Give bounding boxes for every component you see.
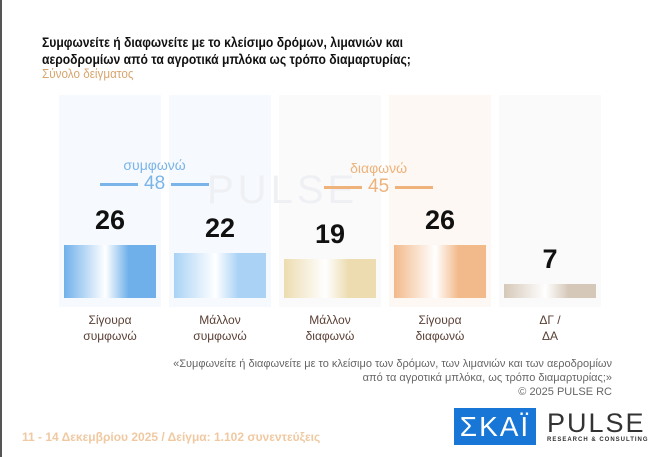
bar-0 <box>64 244 156 298</box>
bar-4 <box>504 283 596 298</box>
category-label: Σίγουρα συμφωνώ <box>83 313 137 343</box>
chart-subtitle: Σύνολο δείγματος <box>42 66 134 81</box>
category-label: Μάλλον διαφωνώ <box>305 313 355 343</box>
bar-3 <box>394 244 486 298</box>
copyright: © 2025 PULSE RC <box>518 386 612 398</box>
agree-label: συμφωνώ <box>123 157 186 173</box>
category-label: Σίγουρα διαφωνώ <box>415 313 465 343</box>
data-label: 7 <box>542 243 558 274</box>
footer-date-sample: 11 - 14 Δεκεμβρίου 2025 / Δείγμα: 1.102 … <box>22 430 321 444</box>
data-label: 26 <box>94 204 126 235</box>
disagree-group-summary: διαφωνώ 45 <box>324 160 434 198</box>
category-label: Μάλλον συμφωνώ <box>193 313 247 343</box>
data-label: 19 <box>314 219 346 250</box>
category-label: ΔΓ / ΔΑ <box>539 313 561 343</box>
column-background <box>499 95 601 307</box>
bar-2 <box>284 259 376 298</box>
title-line: Συμφωνείτε ή διαφωνείτε με το κλείσιμο δ… <box>42 35 403 50</box>
disagree-label: διαφωνώ <box>350 160 408 176</box>
chart-title: Συμφωνείτε ή διαφωνείτε με το κλείσιμο δ… <box>42 34 411 68</box>
quote-line: «Συμφωνείτε ή διαφωνείτε με το κλείσιμο … <box>173 358 612 370</box>
question-quote: «Συμφωνείτε ή διαφωνείτε με το κλείσιμο … <box>173 357 612 399</box>
data-label: 26 <box>424 204 456 235</box>
quote-line: από τα αγροτικά μπλόκα, ως τρόπο διαμαρτ… <box>362 372 612 384</box>
agree-total: 48 <box>144 173 166 194</box>
pulse-logo: PULSE RESEARCH & CONSULTING <box>547 408 649 443</box>
agree-group-summary: συμφωνώ 48 <box>100 157 210 195</box>
disagree-total: 45 <box>368 176 390 197</box>
skai-logo: ΣΚΑΪ <box>454 408 536 445</box>
title-line: αεροδρομίων από τα αγροτικά μπλόκα ως τρ… <box>42 52 411 67</box>
data-label: 22 <box>204 212 236 243</box>
bar-1 <box>174 252 266 298</box>
watermark: PULSE <box>207 168 359 212</box>
